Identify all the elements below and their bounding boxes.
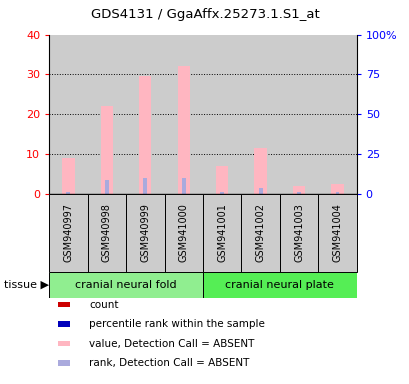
Bar [181, 178, 185, 194]
Bar [292, 186, 304, 194]
Bar [202, 35, 241, 194]
Bar [216, 166, 228, 194]
Bar [66, 192, 70, 194]
FancyBboxPatch shape [49, 272, 202, 298]
Bar [58, 341, 70, 346]
FancyBboxPatch shape [126, 194, 164, 272]
FancyBboxPatch shape [317, 194, 356, 272]
FancyBboxPatch shape [202, 272, 356, 298]
Text: GSM941001: GSM941001 [217, 204, 227, 262]
Bar [58, 360, 70, 366]
Text: GSM941004: GSM941004 [332, 204, 342, 262]
Text: cranial neural plate: cranial neural plate [225, 280, 333, 290]
Bar [335, 192, 339, 194]
Text: GSM940998: GSM940998 [101, 204, 112, 262]
Bar [58, 302, 70, 307]
FancyBboxPatch shape [279, 194, 317, 272]
Bar [164, 35, 202, 194]
Bar [220, 192, 224, 194]
Text: GSM941002: GSM941002 [255, 204, 265, 262]
Text: percentile rank within the sample: percentile rank within the sample [89, 319, 264, 329]
Text: GSM940997: GSM940997 [63, 204, 73, 262]
FancyBboxPatch shape [49, 194, 88, 272]
Text: GSM941000: GSM941000 [178, 204, 188, 262]
Text: count: count [89, 300, 118, 310]
Bar [241, 35, 279, 194]
Text: rank, Detection Call = ABSENT: rank, Detection Call = ABSENT [89, 358, 249, 368]
Bar [297, 192, 300, 194]
Text: GSM940999: GSM940999 [140, 204, 150, 262]
Text: cranial neural fold: cranial neural fold [75, 280, 176, 290]
Bar [139, 76, 151, 194]
Bar [143, 178, 147, 194]
Text: tissue ▶: tissue ▶ [4, 280, 49, 290]
Bar [126, 35, 164, 194]
Text: GSM941003: GSM941003 [293, 204, 303, 262]
FancyBboxPatch shape [202, 194, 241, 272]
Bar [101, 106, 113, 194]
Bar [279, 35, 317, 194]
FancyBboxPatch shape [88, 194, 126, 272]
Bar [177, 66, 189, 194]
Bar [330, 184, 343, 194]
Bar [58, 321, 70, 327]
Bar [49, 35, 88, 194]
Text: value, Detection Call = ABSENT: value, Detection Call = ABSENT [89, 339, 254, 349]
FancyBboxPatch shape [164, 194, 202, 272]
Bar [105, 180, 108, 194]
Bar [258, 187, 262, 194]
Text: GDS4131 / GgaAffx.25273.1.S1_at: GDS4131 / GgaAffx.25273.1.S1_at [90, 8, 319, 21]
FancyBboxPatch shape [241, 194, 279, 272]
Bar [317, 35, 356, 194]
Bar [254, 148, 266, 194]
Bar [62, 158, 74, 194]
Bar [88, 35, 126, 194]
